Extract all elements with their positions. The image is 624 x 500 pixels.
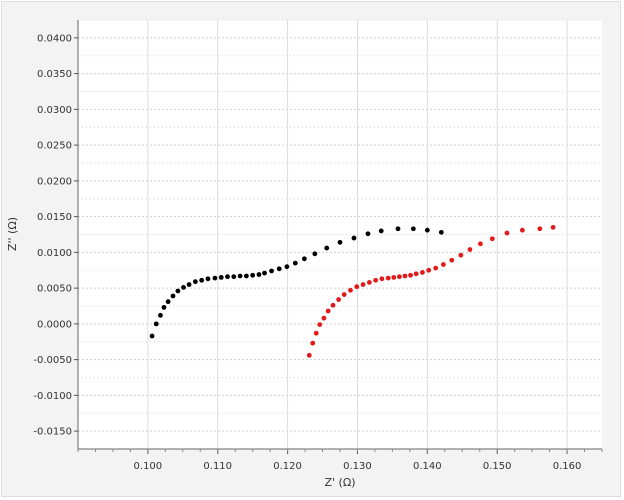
- y-axis-label: Z'' (Ω): [6, 217, 19, 251]
- data-point-series-1: [205, 276, 211, 282]
- data-point-series-2: [325, 308, 331, 314]
- data-point-series-1: [237, 273, 243, 279]
- data-point-series-2: [341, 292, 347, 297]
- data-point-series-2: [313, 330, 319, 336]
- data-point-series-1: [175, 288, 181, 294]
- data-point-series-2: [537, 226, 543, 232]
- data-point-series-1: [186, 282, 192, 287]
- y-tick-label: 0.0150: [37, 212, 72, 223]
- data-point-series-1: [365, 231, 371, 237]
- data-point-series-2: [385, 275, 391, 281]
- data-point-series-1: [337, 239, 343, 245]
- x-tick-label: 0.120: [273, 461, 302, 472]
- data-point-series-2: [330, 302, 336, 308]
- data-point-series-2: [373, 277, 379, 283]
- data-point-series-1: [262, 270, 267, 276]
- data-points: [149, 224, 556, 358]
- data-point-series-2: [413, 271, 419, 277]
- y-tick-label: 0.0000: [37, 319, 72, 330]
- x-axis-label: Z' (Ω): [324, 476, 355, 489]
- data-point-series-2: [478, 241, 483, 247]
- data-point-series-1: [312, 251, 318, 257]
- x-tick-label: 0.160: [553, 461, 582, 472]
- x-tick-label: 0.140: [413, 461, 442, 472]
- data-point-series-1: [161, 305, 167, 310]
- data-point-series-1: [284, 264, 290, 270]
- data-point-series-2: [366, 280, 372, 285]
- data-point-series-1: [424, 227, 430, 233]
- data-point-series-1: [276, 266, 282, 272]
- data-point-series-1: [269, 268, 274, 274]
- data-point-series-2: [306, 352, 312, 358]
- data-point-series-1: [378, 228, 384, 234]
- data-point-series-2: [391, 275, 397, 280]
- data-point-series-2: [489, 236, 495, 242]
- y-tick-label: -0.0100: [33, 391, 72, 402]
- data-point-series-2: [321, 315, 327, 321]
- data-point-series-1: [170, 293, 176, 299]
- data-point-series-1: [181, 285, 186, 290]
- data-point-series-2: [354, 284, 360, 290]
- data-point-series-1: [218, 275, 224, 280]
- data-point-series-2: [360, 282, 366, 287]
- data-point-series-2: [458, 252, 464, 258]
- data-point-series-2: [379, 276, 385, 282]
- data-point-series-2: [420, 269, 425, 275]
- data-point-series-1: [153, 321, 159, 327]
- data-point-series-2: [504, 230, 510, 236]
- data-point-series-2: [336, 297, 342, 302]
- data-point-series-2: [441, 262, 446, 267]
- y-tick-label: -0.0050: [33, 355, 72, 366]
- grid-lines: [78, 19, 602, 450]
- data-point-series-1: [243, 273, 249, 279]
- y-axis-ticks: 0.0400 0.0350 0.0300 0.0250 0.0200 0.0150 0.01…: [33, 33, 78, 438]
- data-point-series-2: [317, 322, 323, 327]
- data-point-series-2: [396, 274, 402, 280]
- x-axis-ticks: 0.100 0.110 0.120 0.130 0.140 0.150 0.160: [77, 449, 603, 472]
- data-point-series-2: [402, 273, 408, 279]
- x-tick-label: 0.150: [483, 461, 512, 472]
- data-point-series-2: [408, 272, 413, 278]
- data-point-series-2: [433, 265, 439, 271]
- y-tick-label: -0.0150: [33, 427, 72, 438]
- data-point-series-1: [351, 235, 357, 241]
- y-tick-label: 0.0300: [37, 105, 72, 116]
- data-point-series-2: [550, 224, 556, 230]
- data-point-series-1: [212, 275, 218, 281]
- data-point-series-2: [519, 227, 525, 233]
- data-point-series-1: [231, 274, 237, 280]
- x-tick-label: 0.110: [203, 461, 232, 472]
- data-point-series-1: [292, 260, 298, 266]
- y-tick-label: 0.0050: [37, 284, 72, 295]
- data-point-series-1: [250, 272, 256, 278]
- data-point-series-2: [310, 340, 316, 346]
- data-point-series-1: [395, 226, 401, 232]
- data-point-series-1: [225, 274, 230, 280]
- y-tick-label: 0.0200: [37, 176, 72, 187]
- data-point-series-2: [467, 247, 473, 252]
- data-point-series-1: [410, 226, 416, 232]
- data-point-series-1: [149, 333, 155, 339]
- data-point-series-1: [438, 229, 444, 235]
- y-tick-label: 0.0350: [37, 69, 72, 80]
- data-point-series-1: [192, 279, 198, 285]
- data-point-series-1: [324, 245, 330, 251]
- x-tick-label: 0.100: [134, 461, 163, 472]
- plot-area: [78, 20, 602, 449]
- data-point-series-1: [158, 312, 163, 318]
- data-point-series-1: [256, 272, 262, 277]
- x-tick-label: 0.130: [343, 461, 372, 472]
- data-point-series-2: [348, 287, 353, 293]
- data-point-series-1: [165, 299, 171, 305]
- data-point-series-2: [426, 267, 432, 273]
- y-tick-label: 0.0250: [37, 141, 72, 152]
- data-point-series-1: [301, 256, 307, 262]
- data-point-series-2: [449, 257, 455, 263]
- data-point-series-1: [199, 277, 205, 283]
- y-tick-label: 0.0100: [37, 248, 72, 259]
- y-tick-label: 0.0400: [37, 33, 72, 44]
